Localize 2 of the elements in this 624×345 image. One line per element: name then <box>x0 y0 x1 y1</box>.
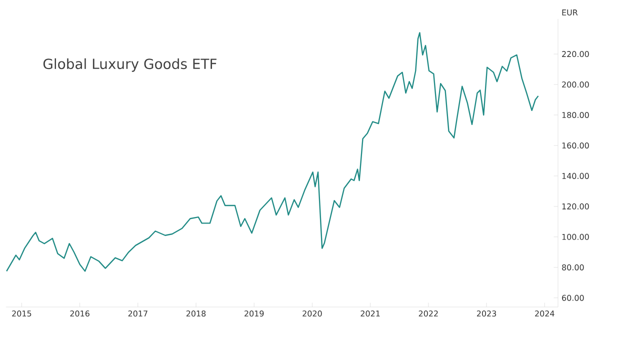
text: Global Luxury Goods ETF <box>43 58 216 72</box>
line-series <box>6 32 539 272</box>
